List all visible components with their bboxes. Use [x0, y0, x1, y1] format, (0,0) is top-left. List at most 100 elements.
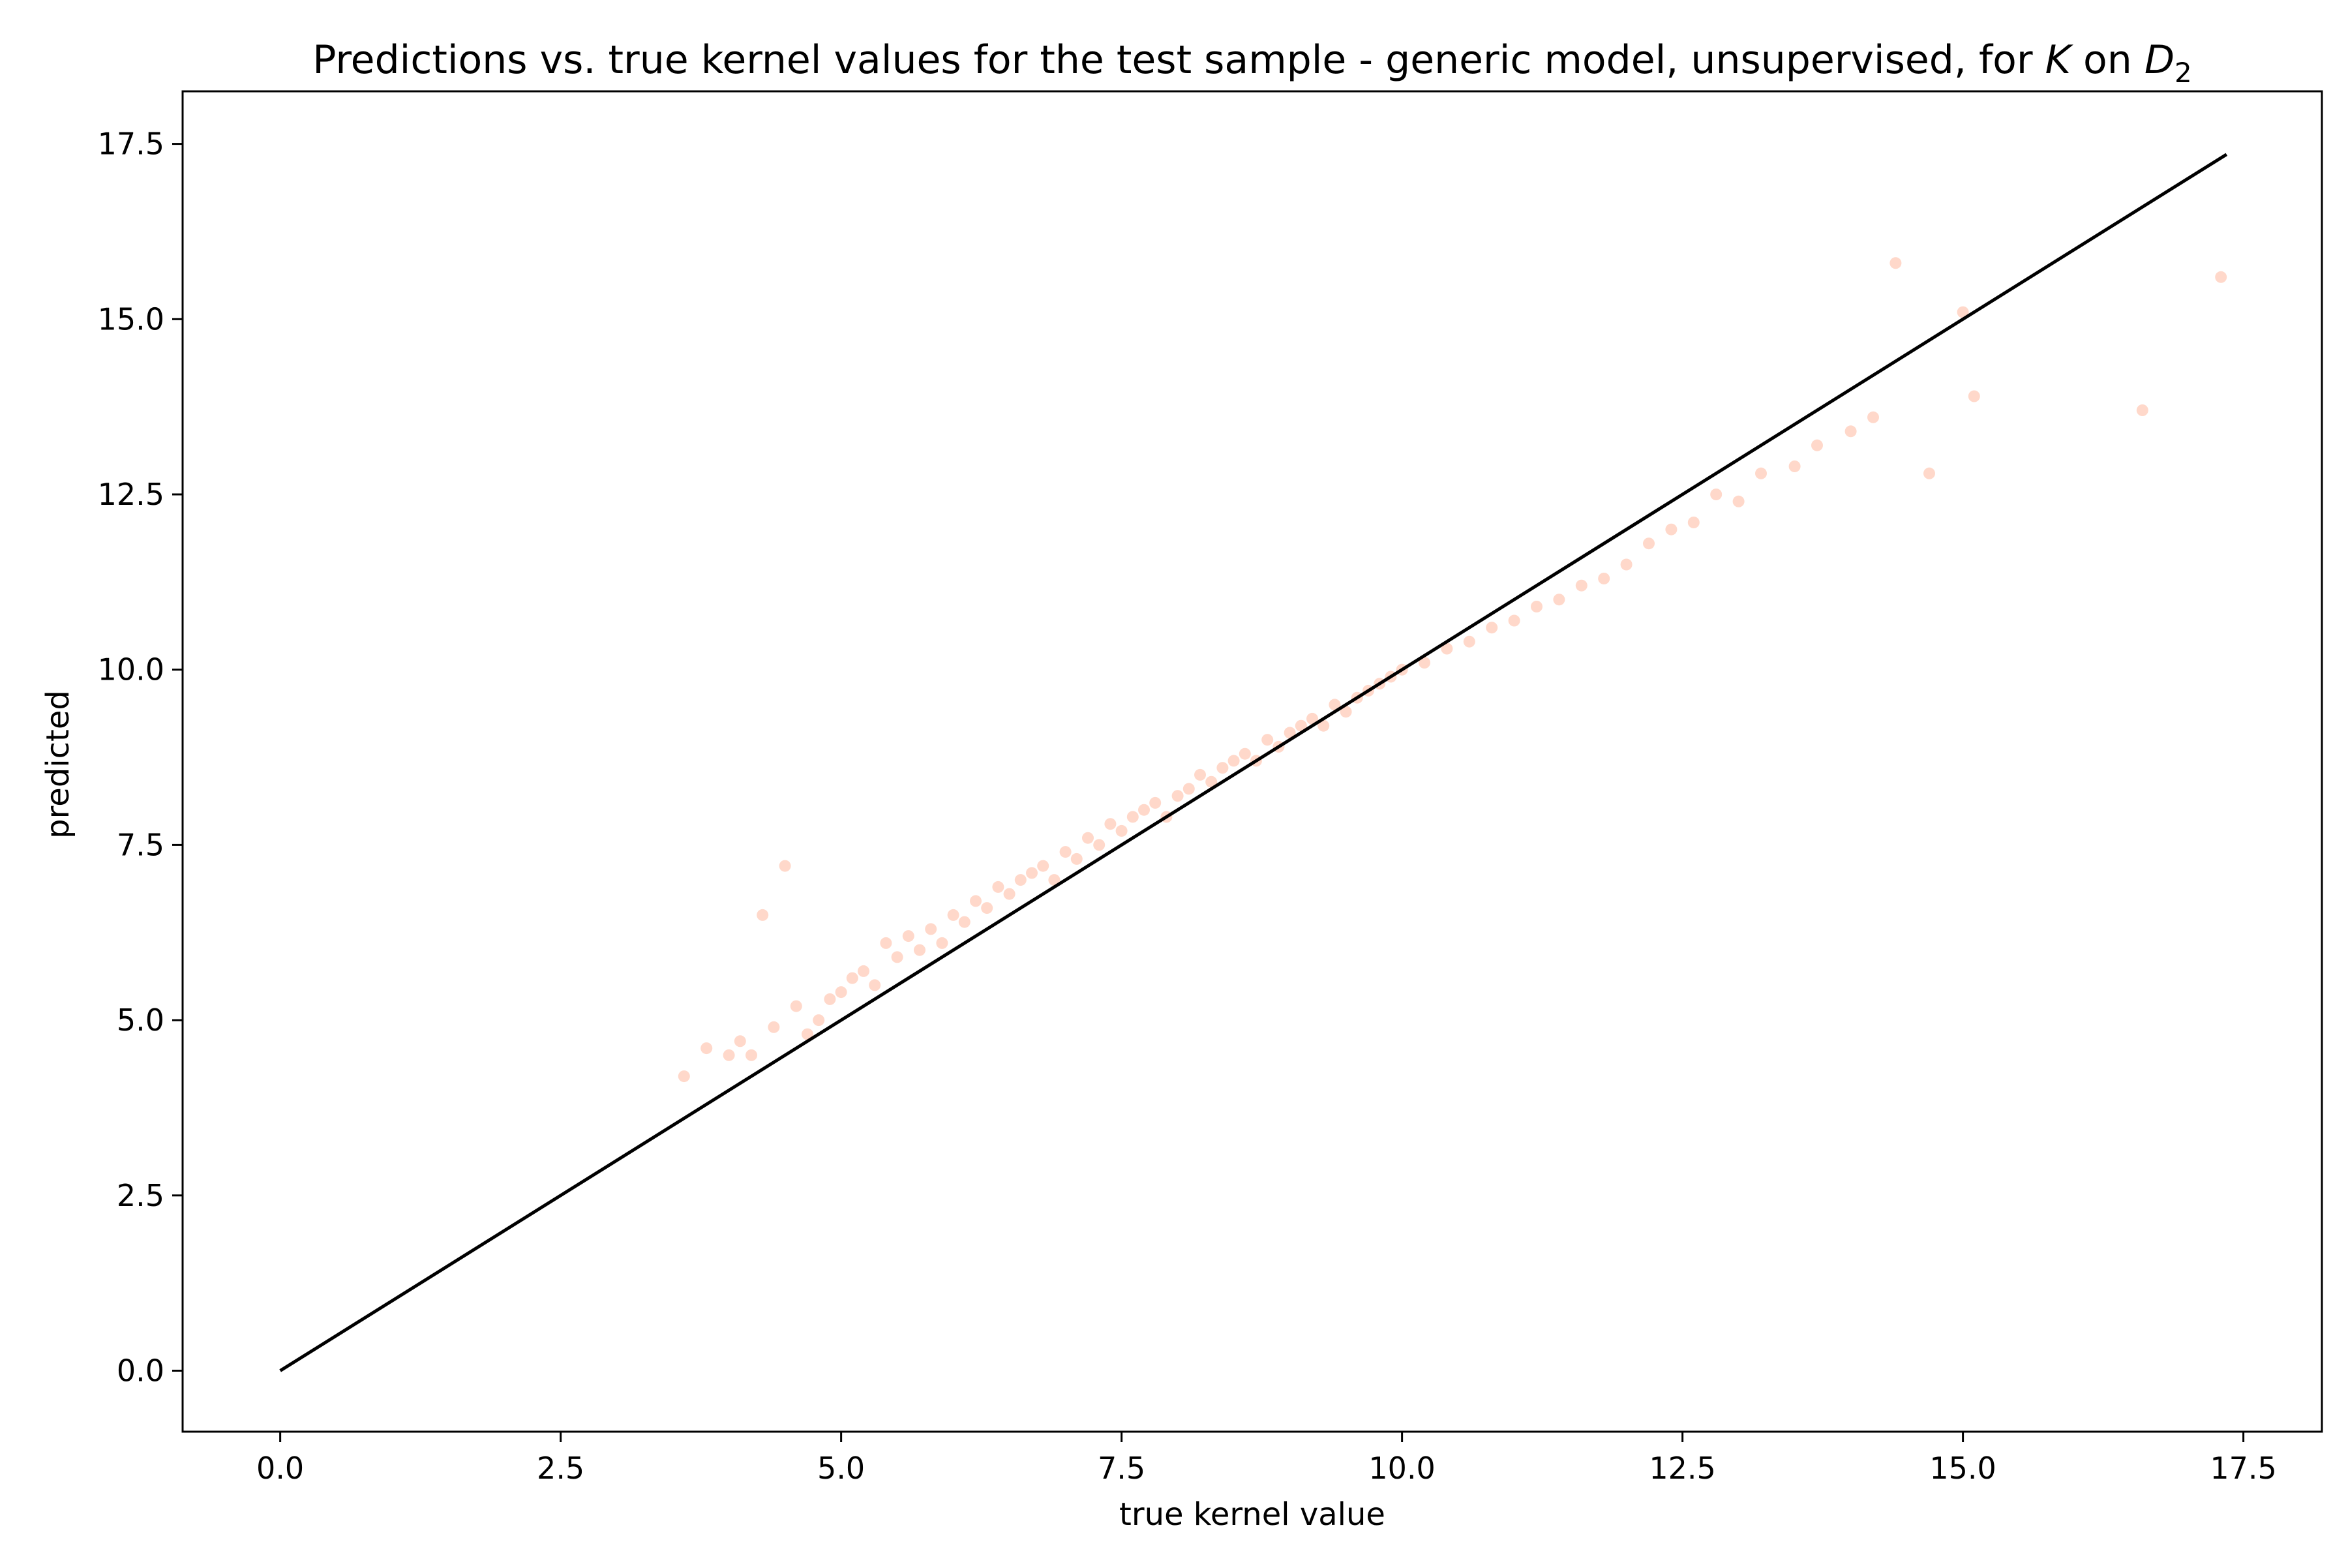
scatter-point: [1811, 439, 1823, 451]
scatter-point: [1115, 824, 1128, 837]
x-tick-label: 2.5: [537, 1451, 584, 1486]
plot-area-frame: [181, 90, 2323, 1433]
scatter-point: [723, 1049, 735, 1061]
scatter-point: [1149, 796, 1162, 809]
scatter-point: [1284, 727, 1296, 739]
scatter-point: [936, 937, 948, 949]
scatter-point: [1732, 495, 1745, 507]
scatter-point: [858, 965, 869, 977]
scatter-point: [1441, 642, 1453, 655]
scatter-point: [757, 909, 769, 921]
scatter-point: [768, 1021, 780, 1033]
y-tick-label: 7.5: [117, 827, 164, 862]
x-tick-label: 12.5: [1649, 1451, 1715, 1486]
scatter-points: [678, 257, 2227, 1083]
scatter-point: [925, 923, 937, 935]
scatter-point: [970, 895, 982, 907]
scatter-point: [869, 979, 881, 991]
y-axis-label: predicted: [40, 690, 76, 839]
scatter-point: [745, 1049, 757, 1061]
scatter-point: [1968, 390, 1980, 402]
scatter-point: [1553, 594, 1565, 606]
scatter-point: [891, 951, 903, 963]
scatter-point: [2215, 271, 2227, 283]
scatter-point: [802, 1028, 813, 1040]
chart-title-d-symbol: D: [2145, 37, 2175, 83]
scatter-point: [1227, 755, 1240, 767]
scatter-point: [1037, 860, 1049, 872]
chart-title-k-symbol: K: [2045, 37, 2074, 83]
scatter-point: [1014, 874, 1027, 886]
x-tick-label: 0.0: [256, 1451, 304, 1486]
scatter-point: [1171, 790, 1184, 802]
scatter-point: [1598, 573, 1610, 584]
reference-line-layer: [279, 153, 2228, 1372]
scatter-point: [1531, 601, 1543, 612]
scatter-point: [1329, 699, 1341, 711]
x-tick-label: 10.0: [1368, 1451, 1435, 1486]
scatter-point: [880, 937, 892, 949]
axis-ticks: 0.0 2.5 5.0 7.5 10.0 12.5 15.0 17.5 0.0 2.5 5.0 7.5…: [98, 127, 2277, 1486]
x-tick-label: 7.5: [1098, 1451, 1145, 1486]
scatter-point: [1295, 719, 1307, 732]
scatter-point: [1844, 425, 1857, 438]
scatter-point: [1665, 523, 1678, 535]
y-tick-label: 0.0: [117, 1353, 164, 1388]
y-tick-label: 10.0: [98, 652, 164, 687]
scatter-point: [1082, 832, 1094, 844]
scatter-point: [1575, 579, 1588, 592]
scatter-point: [1867, 411, 1879, 423]
scatter-point: [1093, 839, 1106, 851]
scatter-point: [1788, 460, 1801, 472]
scatter-point: [1003, 888, 1016, 900]
scatter-point: [1026, 867, 1038, 879]
scatter-point: [1889, 257, 1902, 269]
scatter-point: [1710, 489, 1723, 500]
y-tick-label: 15.0: [98, 301, 164, 337]
scatter-point: [914, 944, 926, 956]
scatter-point: [1317, 719, 1330, 732]
scatter-point: [1620, 558, 1633, 571]
scatter-point: [1508, 614, 1520, 627]
scatter-point: [1205, 776, 1218, 788]
scatter-point: [700, 1042, 713, 1055]
scatter-point: [846, 972, 858, 984]
scatter-point: [835, 986, 847, 999]
chart-title-d-subscript: 2: [2175, 57, 2192, 89]
scatter-point: [1070, 852, 1083, 865]
x-tick-label: 17.5: [2210, 1451, 2276, 1486]
scatter-point: [1126, 811, 1139, 823]
scatter-point: [1957, 306, 1969, 318]
scatter-point: [1261, 734, 1274, 746]
scatter-point: [1687, 517, 1700, 528]
scatter-point: [992, 881, 1004, 893]
scatter-point: [1463, 635, 1475, 648]
y-tick-label: 12.5: [98, 477, 164, 512]
scatter-point: [1182, 783, 1195, 795]
scatter-point: [1306, 712, 1318, 725]
scatter-point: [1048, 874, 1061, 886]
x-tick-label: 5.0: [817, 1451, 865, 1486]
scatter-point: [981, 902, 993, 914]
scatter-point: [1643, 537, 1655, 550]
scatter-point: [779, 860, 791, 872]
scatter-point: [824, 993, 836, 1005]
scatter-point: [2136, 404, 2148, 416]
scatter-point: [947, 909, 959, 921]
x-axis-label: true kernel value: [1119, 1496, 1385, 1533]
scatter-point: [1194, 768, 1206, 781]
scatter-point: [1419, 657, 1430, 669]
y-tick-label: 5.0: [117, 1003, 164, 1038]
scatter-point: [1755, 467, 1767, 479]
chart-title-on-text: on: [2071, 37, 2145, 83]
x-tick-label: 15.0: [1929, 1451, 1996, 1486]
scatter-point: [1923, 467, 1935, 479]
scatter-point: [734, 1035, 746, 1048]
scatter-point: [1216, 762, 1229, 774]
scatter-point: [1059, 846, 1072, 858]
y-tick-label: 2.5: [117, 1178, 164, 1213]
scatter-point: [1239, 747, 1251, 760]
